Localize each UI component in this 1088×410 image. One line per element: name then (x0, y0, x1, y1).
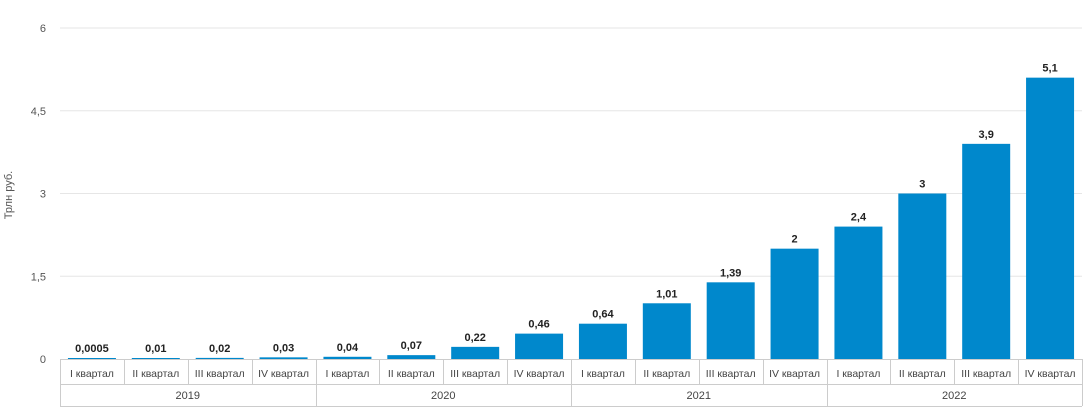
data-label: 3,9 (979, 129, 994, 141)
bar[interactable] (834, 226, 883, 359)
data-label: 0,46 (528, 319, 549, 331)
bar[interactable] (451, 346, 500, 359)
y-tick-label: 1,5 (31, 271, 46, 283)
bar[interactable] (898, 193, 947, 360)
bar[interactable] (259, 357, 308, 359)
data-label: 2,4 (851, 212, 867, 224)
x-tick-label: I квартал (70, 368, 114, 380)
bar[interactable] (706, 282, 755, 359)
data-label: 0,0005 (75, 343, 109, 355)
data-label: 0,07 (401, 340, 422, 352)
x-tick-label: III квартал (961, 368, 1011, 380)
data-label: 3 (919, 179, 925, 191)
bar[interactable] (67, 358, 116, 359)
data-label: 0,03 (273, 342, 294, 354)
x-tick-label: IV квартал (258, 368, 309, 380)
y-tick-label: 0 (40, 354, 46, 366)
bar[interactable] (195, 357, 244, 359)
year-label: 2020 (431, 390, 455, 402)
x-tick-label: II квартал (388, 368, 435, 380)
y-tick-label: 3 (40, 189, 46, 201)
x-tick-label: III квартал (450, 368, 500, 380)
bar[interactable] (323, 356, 372, 359)
data-label: 0,01 (145, 343, 166, 355)
year-label: 2019 (176, 390, 200, 402)
data-label: 1,01 (656, 288, 677, 300)
bar[interactable] (515, 333, 564, 359)
x-tick-label: I квартал (581, 368, 625, 380)
bar[interactable] (387, 355, 436, 359)
data-label: 5,1 (1042, 63, 1057, 75)
bar[interactable] (131, 358, 180, 359)
x-tick-label: I квартал (325, 368, 369, 380)
y-axis-label: Трлн руб. (3, 171, 15, 219)
x-tick-label: II квартал (643, 368, 690, 380)
x-tick-label: IV квартал (514, 368, 565, 380)
data-label: 0,22 (464, 332, 485, 344)
x-tick-label: I квартал (836, 368, 880, 380)
x-tick-label: II квартал (132, 368, 179, 380)
y-tick-label: 4,5 (31, 106, 46, 118)
x-tick-label: III квартал (706, 368, 756, 380)
data-label: 1,39 (720, 267, 741, 279)
data-label: 0,04 (337, 342, 359, 354)
x-tick-label: II квартал (899, 368, 946, 380)
bar[interactable] (578, 323, 627, 359)
bar[interactable] (962, 143, 1011, 359)
data-label: 2 (792, 234, 798, 246)
bar[interactable] (770, 248, 819, 359)
x-tick-label: III квартал (195, 368, 245, 380)
year-label: 2022 (942, 390, 966, 402)
x-tick-label: IV квартал (1025, 368, 1076, 380)
y-tick-label: 6 (40, 23, 46, 35)
year-label: 2021 (687, 390, 711, 402)
bar[interactable] (642, 303, 691, 359)
bar[interactable] (1026, 77, 1075, 360)
data-label: 0,64 (592, 309, 614, 321)
x-tick-label: IV квартал (769, 368, 820, 380)
data-label: 0,02 (209, 343, 230, 355)
